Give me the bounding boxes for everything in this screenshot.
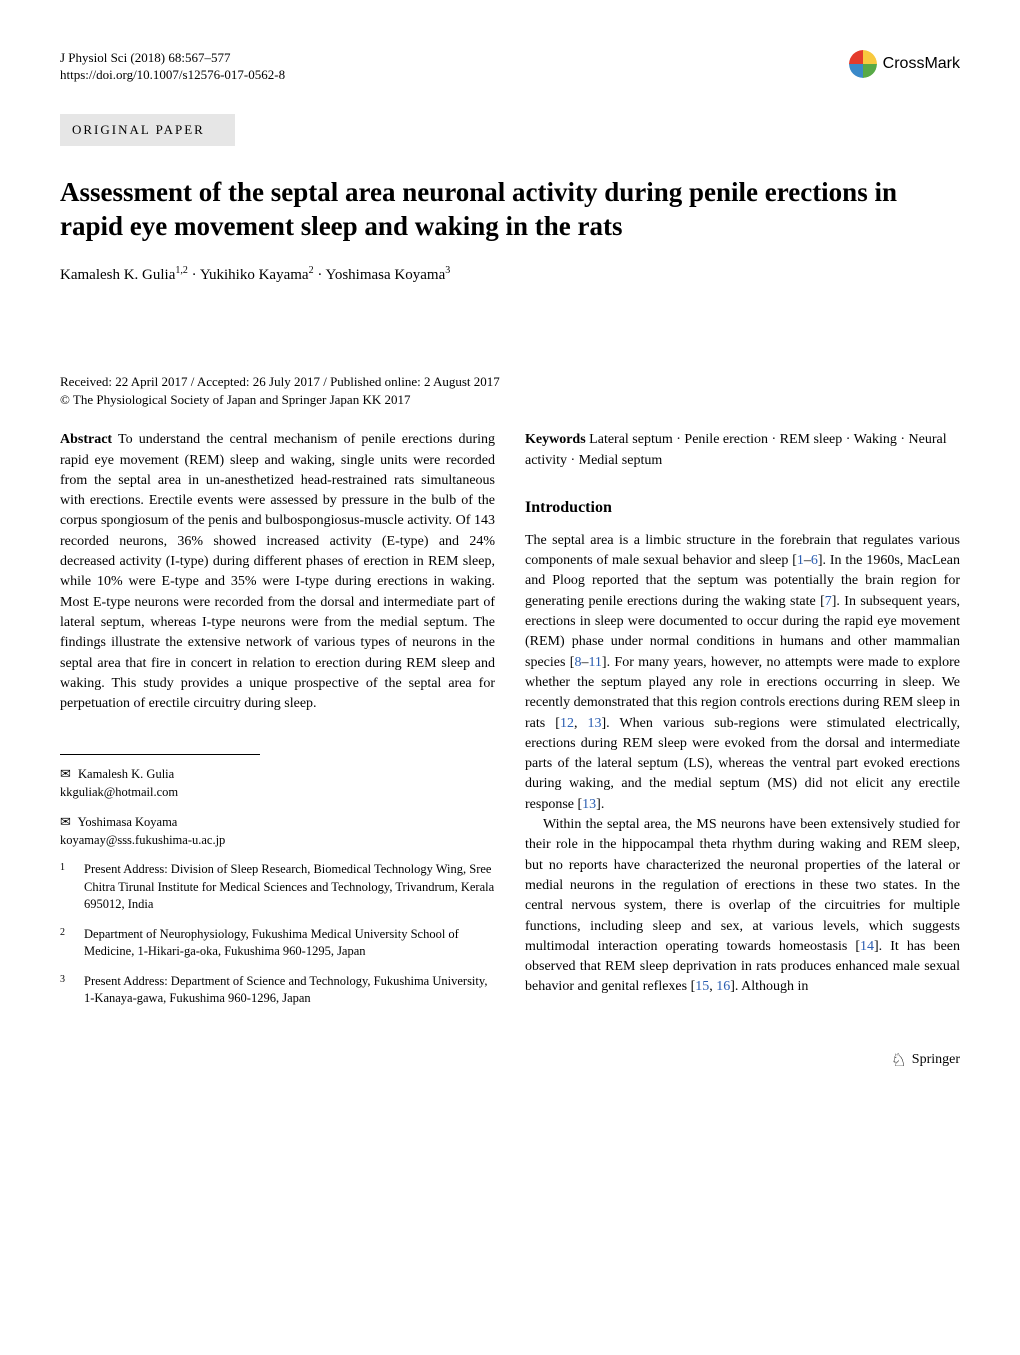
citation-ref[interactable]: 6 (811, 553, 818, 568)
page-footer: ♘ Springer (60, 1050, 960, 1071)
journal-citation: J Physiol Sci (2018) 68:567–577 (60, 50, 285, 67)
corr-author-name: Yoshimasa Koyama (78, 815, 178, 829)
article-type-label: ORIGINAL PAPER (60, 114, 235, 146)
keywords-body: Lateral septum · Penile erection · REM s… (525, 432, 947, 467)
citation-ref[interactable]: 16 (716, 979, 730, 994)
affiliation-number: 3 (60, 973, 72, 1008)
crossmark-icon (849, 50, 877, 78)
crossmark-badge[interactable]: CrossMark (849, 50, 960, 78)
abstract-body: To understand the central mechanism of p… (60, 432, 495, 711)
section-heading-introduction: Introduction (525, 499, 960, 517)
affiliation-text: Present Address: Division of Sleep Resea… (84, 861, 495, 914)
affiliation-entry: 2 Department of Neurophysiology, Fukushim… (60, 926, 495, 961)
author-list: Kamalesh K. Gulia1,2 · Yukihiko Kayama2 … (60, 265, 960, 284)
affiliation-number: 2 (60, 926, 72, 961)
affiliation-number: 1 (60, 861, 72, 914)
affiliations-list: 1Present Address: Division of Sleep Rese… (60, 861, 495, 1008)
affiliation-entry: 3 Present Address: Department of Science … (60, 973, 495, 1008)
corr-author-email[interactable]: kkguliak@hotmail.com (60, 785, 178, 799)
corresponding-author: ✉ Kamalesh K. Gulia kkguliak@hotmail.com (60, 765, 495, 801)
publisher-name: Springer (912, 1052, 960, 1068)
publisher-logo: ♘ Springer (891, 1050, 960, 1071)
citation-ref[interactable]: 8 (574, 655, 581, 670)
abstract-block: Abstract To understand the central mecha… (60, 430, 495, 714)
introduction-body: The septal area is a limbic structure in… (525, 531, 960, 998)
keywords-label: Keywords (525, 432, 586, 447)
affiliation-entry: 1Present Address: Division of Sleep Rese… (60, 861, 495, 914)
doi-link[interactable]: https://doi.org/10.1007/s12576-017-0562-… (60, 67, 285, 84)
citation-ref[interactable]: 13 (582, 797, 596, 812)
envelope-icon: ✉ (60, 814, 71, 829)
citation-ref[interactable]: 11 (588, 655, 601, 670)
keywords-block: Keywords Lateral septum · Penile erectio… (525, 430, 960, 471)
article-title: Assessment of the septal area neuronal a… (60, 176, 960, 244)
citation-ref[interactable]: 14 (860, 939, 874, 954)
corresponding-authors-block: ✉ Kamalesh K. Guliakkguliak@hotmail.com✉… (60, 754, 495, 1008)
springer-icon: ♘ (891, 1050, 907, 1071)
copyright-line: © The Physiological Society of Japan and… (60, 392, 960, 408)
article-dates: Received: 22 April 2017 / Accepted: 26 J… (60, 374, 960, 390)
citation-ref[interactable]: 1 (797, 553, 804, 568)
citation-ref[interactable]: 12 (560, 716, 574, 731)
affiliation-text: Present Address: Department of Science a… (84, 973, 495, 1008)
abstract-label: Abstract (60, 432, 112, 447)
corresponding-author: ✉ Yoshimasa Koyama koyamay@sss.fukushima-… (60, 813, 495, 849)
citation-ref[interactable]: 13 (588, 716, 602, 731)
citation-ref[interactable]: 15 (695, 979, 709, 994)
citation-ref[interactable]: 7 (825, 594, 832, 609)
corr-author-name: Kamalesh K. Gulia (78, 767, 174, 781)
corr-author-email[interactable]: koyamay@sss.fukushima-u.ac.jp (60, 833, 225, 847)
journal-header: J Physiol Sci (2018) 68:567–577 https://… (60, 50, 285, 84)
crossmark-label: CrossMark (883, 55, 960, 73)
affiliation-text: Department of Neurophysiology, Fukushima… (84, 926, 495, 961)
envelope-icon: ✉ (60, 766, 71, 781)
